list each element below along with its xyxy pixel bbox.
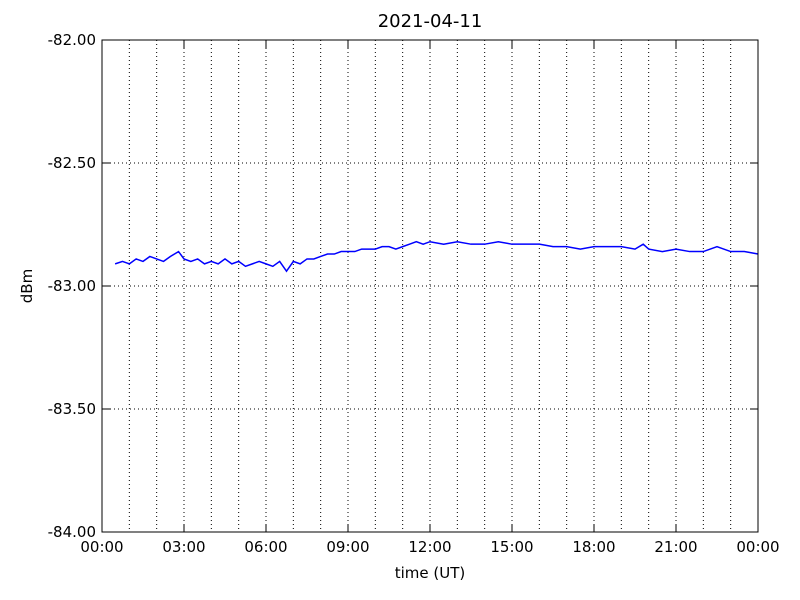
- x-tick-label: 00:00: [736, 538, 779, 556]
- x-tick-label: 09:00: [326, 538, 369, 556]
- y-tick-label: -83.50: [48, 400, 96, 418]
- x-axis-label: time (UT): [395, 564, 466, 582]
- plot-frame: [101, 39, 759, 533]
- data-line: [114, 240, 759, 273]
- y-tick-label: -83.00: [48, 277, 96, 295]
- x-tick-label: 12:00: [408, 538, 451, 556]
- x-tick-label: 03:00: [162, 538, 205, 556]
- x-tick-label: 21:00: [654, 538, 697, 556]
- x-tick-label: 06:00: [244, 538, 287, 556]
- y-tick-label: -84.00: [48, 523, 96, 541]
- chart-title: 2021-04-11: [378, 11, 483, 32]
- x-tick-label: 18:00: [572, 538, 615, 556]
- y-tick-label: -82.00: [48, 31, 96, 49]
- x-tick-label: 00:00: [80, 538, 123, 556]
- y-tick-label: -82.50: [48, 154, 96, 172]
- x-tick-label: 15:00: [490, 538, 533, 556]
- y-axis-label: dBm: [18, 269, 36, 303]
